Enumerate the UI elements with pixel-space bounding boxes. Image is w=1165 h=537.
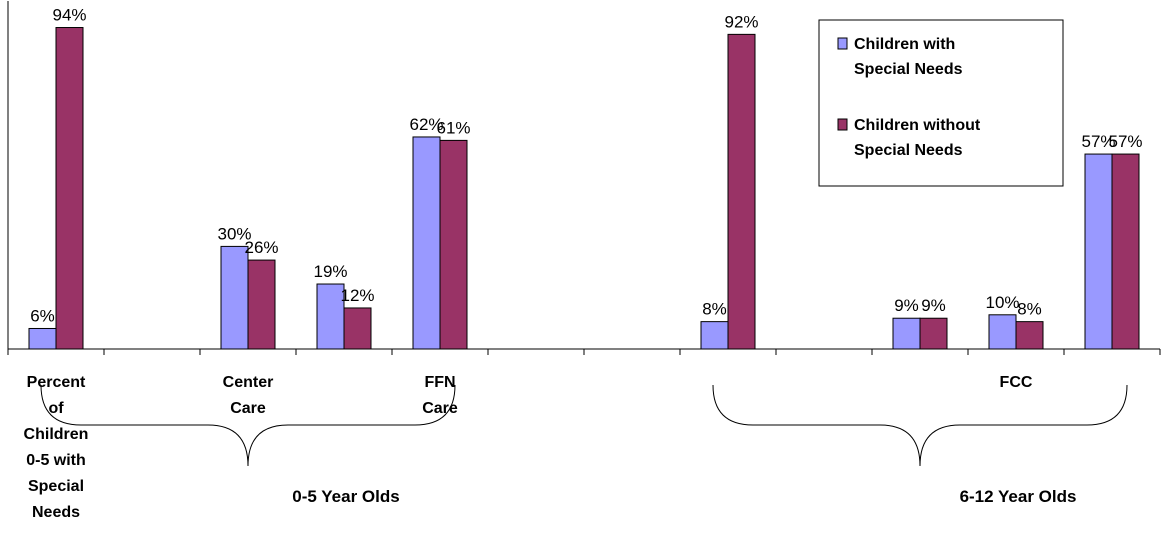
category-label-4: FFN Care (422, 374, 458, 417)
category-label-line: Center (223, 374, 274, 391)
bar-children-without-special-needs-11 (1111, 153, 1140, 350)
bar-children-with-special-needs-11 (1084, 153, 1113, 350)
bar-children-without-special-needs-3 (343, 307, 372, 350)
category-label-line: Percent (27, 374, 86, 391)
category-label-0: Percent of Children 0-5 with Special Needs (24, 374, 89, 521)
data-label-children-without-special-needs-9: 9% (921, 296, 946, 315)
bar-children-with-special-needs-0 (28, 327, 57, 350)
bar-children-without-special-needs-9 (919, 317, 948, 350)
data-label-children-without-special-needs-4: 61% (436, 118, 470, 137)
data-label-children-without-special-needs-11: 57% (1108, 132, 1142, 151)
category-label-line: of (48, 400, 64, 417)
legend-swatch-children-with-special-needs (837, 37, 848, 50)
data-label-children-with-special-needs-9: 9% (894, 296, 919, 315)
bar-children-with-special-needs-7 (700, 321, 729, 350)
category-label-line: Needs (32, 504, 80, 521)
category-label-line: Special (28, 478, 84, 495)
data-label-children-without-special-needs-0: 94% (52, 6, 86, 25)
group-label-6-12-year-olds: 6-12 Year Olds (960, 487, 1077, 506)
data-label-children-with-special-needs-4: 62% (409, 115, 443, 134)
bar-children-without-special-needs-7 (727, 33, 756, 350)
category-label-line: Children (24, 426, 89, 443)
data-label-children-without-special-needs-2: 26% (244, 238, 278, 257)
data-label-children-with-special-needs-2: 30% (217, 224, 251, 243)
category-label-line: Care (230, 400, 266, 417)
bar-children-without-special-needs-0 (55, 27, 84, 350)
chart-axes (7, 1, 1161, 355)
chart-bars (28, 27, 1140, 350)
group-label-0-5-year-olds: 0-5 Year Olds (292, 487, 399, 506)
category-label-line: 0-5 with (26, 452, 86, 469)
data-label-children-with-special-needs-10: 10% (985, 293, 1019, 312)
data-label-children-without-special-needs-3: 12% (340, 286, 374, 305)
data-label-children-with-special-needs-3: 19% (313, 262, 347, 281)
data-labels: 6% 30% 19% 62% 8% 9% 10% 57% 94% 26% 12% 61% 92% 9% 8%… (30, 6, 1142, 326)
bar-children-without-special-needs-2 (247, 259, 276, 350)
group-brace-1 (712, 384, 1128, 467)
bar-children-with-special-needs-10 (988, 314, 1017, 350)
data-label-children-with-special-needs-7: 8% (702, 300, 727, 319)
data-label-children-without-special-needs-10: 8% (1017, 300, 1042, 319)
bar-children-with-special-needs-2 (220, 245, 249, 350)
category-label-line: FCC (1000, 374, 1033, 391)
category-label-line: FFN (424, 374, 455, 391)
legend-label-line: Children without (854, 117, 981, 134)
category-label-2: Center Care (223, 374, 274, 417)
legend-swatch-children-without-special-needs (837, 118, 848, 131)
data-label-children-with-special-needs-0: 6% (30, 306, 55, 325)
data-label-children-with-special-needs-11: 57% (1081, 132, 1115, 151)
bar-children-without-special-needs-4 (439, 139, 468, 350)
legend-label-line: Special Needs (854, 61, 963, 78)
bar-children-without-special-needs-10 (1015, 321, 1044, 350)
category-label-line: Care (422, 400, 458, 417)
bar-children-with-special-needs-4 (412, 136, 441, 350)
bar-children-with-special-needs-3 (316, 283, 345, 350)
legend-box (818, 19, 1064, 187)
group-braces: 0-5 Year Olds 6-12 Year Olds (40, 384, 1128, 506)
legend-label-children-with-special-needs: Children with Special Needs (854, 36, 963, 78)
data-label-children-without-special-needs-7: 92% (724, 12, 758, 31)
legend-label-children-without-special-needs: Children without Special Needs (854, 117, 981, 159)
category-label-10: FCC (1000, 374, 1033, 391)
group-brace-0 (40, 384, 456, 467)
bar-children-with-special-needs-9 (892, 317, 921, 350)
category-labels: Percent of Children 0-5 with Special Needs Cen… (24, 374, 1033, 521)
legend-label-line: Special Needs (854, 142, 963, 159)
legend-label-line: Children with (854, 36, 955, 53)
